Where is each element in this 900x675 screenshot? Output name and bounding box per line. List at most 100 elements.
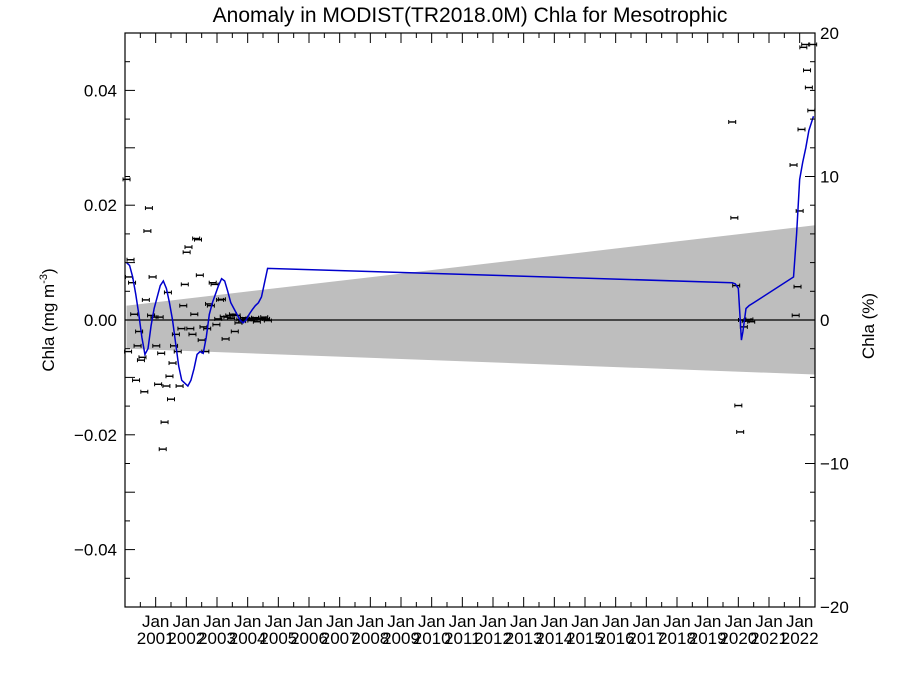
data-point <box>747 319 756 324</box>
left-y-tick-label: 0.04 <box>84 81 117 100</box>
data-point <box>745 317 754 322</box>
x-tick-year-label: 2020 <box>719 629 757 648</box>
data-point <box>728 119 737 124</box>
x-tick-year-label: 2011 <box>444 629 481 648</box>
data-point <box>124 274 133 279</box>
left-y-axis: −0.04 −0.02 0.00 0.02 0.04 <box>74 32 135 608</box>
x-tick-year-label: 2022 <box>781 629 819 648</box>
data-point <box>188 332 197 337</box>
smoothed-anomaly-line <box>126 116 815 388</box>
left-y-axis-label-main: Chla (mg m <box>39 284 58 372</box>
x-tick-month-label: Jan <box>295 612 322 631</box>
data-point <box>734 403 743 408</box>
data-point <box>736 429 745 434</box>
right-y-axis: −20 −10 0 10 20 <box>805 24 849 617</box>
x-tick-year-label: 2013 <box>505 629 543 648</box>
x-tick-year-label: 2012 <box>474 629 512 648</box>
x-tick-year-label: 2006 <box>290 629 328 648</box>
data-point <box>791 313 800 318</box>
data-point <box>182 250 191 255</box>
right-y-tick-label: 0 <box>820 311 829 330</box>
x-tick-month-label: Jan <box>234 612 261 631</box>
x-tick-year-label: 2004 <box>229 629 267 648</box>
right-y-tick-label: −20 <box>820 598 849 617</box>
data-point <box>799 45 808 50</box>
data-point <box>168 361 177 366</box>
data-point <box>175 384 184 389</box>
data-point <box>789 163 798 168</box>
data-point <box>148 274 157 279</box>
left-y-axis-label-tail: ) <box>39 268 58 274</box>
x-tick-month-label: Jan <box>449 612 476 631</box>
data-point <box>162 384 171 389</box>
data-point <box>797 127 806 132</box>
x-tick-month-label: Jan <box>326 612 353 631</box>
trend-uncertainty-band <box>126 225 816 375</box>
data-point <box>167 397 175 402</box>
data-point <box>158 447 167 452</box>
x-tick-year-label: 2001 <box>137 629 175 648</box>
data-point <box>152 343 161 348</box>
data-point <box>190 312 199 317</box>
x-tick-month-label: Jan <box>479 612 506 631</box>
x-axis: Jan2001Jan2002Jan2003Jan2004Jan2005Jan20… <box>124 33 819 648</box>
x-tick-year-label: 2019 <box>689 629 727 648</box>
data-point <box>221 336 230 341</box>
data-point <box>140 389 149 394</box>
x-tick-month-label: Jan <box>602 612 629 631</box>
data-point <box>122 177 131 182</box>
data-point <box>230 329 239 334</box>
data-point <box>155 315 164 320</box>
x-tick-year-label: 2014 <box>535 629 573 648</box>
data-point <box>138 355 147 360</box>
data-point <box>165 374 174 379</box>
data-point <box>184 245 193 250</box>
data-point <box>171 332 180 337</box>
data-point <box>252 319 261 324</box>
x-tick-year-label: 2018 <box>658 629 696 648</box>
x-tick-month-label: Jan <box>265 612 292 631</box>
data-point <box>180 282 189 287</box>
data-point <box>263 318 272 323</box>
data-point <box>730 215 739 220</box>
right-y-tick-label: 20 <box>820 24 839 43</box>
right-y-tick-label: 10 <box>820 168 839 187</box>
data-point <box>186 326 195 331</box>
data-point <box>144 206 153 211</box>
x-tick-year-label: 2009 <box>382 629 420 648</box>
x-tick-year-label: 2002 <box>167 629 205 648</box>
data-point <box>801 42 810 47</box>
data-point <box>807 108 816 113</box>
data-point <box>177 326 186 331</box>
x-tick-month-label: Jan <box>663 612 690 631</box>
x-tick-month-label: Jan <box>725 612 752 631</box>
data-point <box>124 349 133 354</box>
data-point <box>803 68 812 73</box>
data-point <box>173 349 182 354</box>
data-point <box>193 237 202 242</box>
x-tick-year-label: 2003 <box>198 629 236 648</box>
data-point <box>132 378 141 383</box>
data-point <box>154 382 163 387</box>
x-tick-year-label: 2005 <box>259 629 297 648</box>
x-tick-month-label: Jan <box>541 612 568 631</box>
x-tick-month-label: Jan <box>418 612 445 631</box>
data-point <box>141 297 150 302</box>
data-point <box>217 297 226 302</box>
data-point <box>179 303 188 308</box>
x-tick-year-label: 2016 <box>597 629 635 648</box>
data-point <box>214 316 223 321</box>
data-point <box>143 229 152 234</box>
left-y-axis-label-superscript: -3 <box>38 274 50 284</box>
left-y-tick-label: 0.00 <box>84 311 117 330</box>
x-tick-year-label: 2007 <box>321 629 359 648</box>
data-point <box>227 316 236 321</box>
data-point <box>804 85 813 90</box>
x-tick-month-label: Jan <box>510 612 537 631</box>
data-point <box>793 284 802 289</box>
right-y-axis-label: Chla (%) <box>859 293 878 359</box>
x-tick-month-label: Jan <box>633 612 660 631</box>
chart-title: Anomaly in MODIST(TR2018.0M) Chla for Me… <box>213 4 728 27</box>
x-tick-year-label: 2010 <box>413 629 451 648</box>
